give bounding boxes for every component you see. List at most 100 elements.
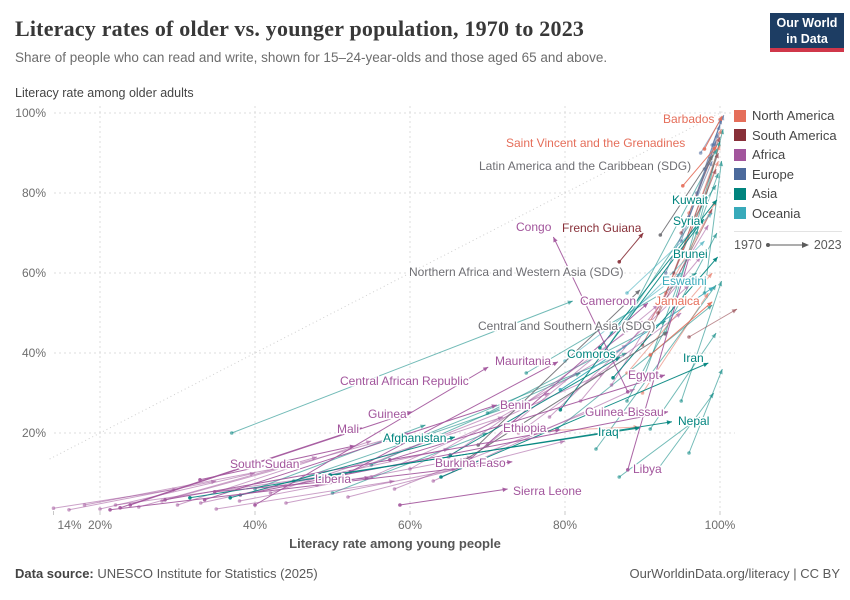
- legend-swatch-icon: [734, 129, 746, 142]
- end-arrowhead-2023: [699, 241, 705, 247]
- footer-link[interactable]: OurWorldinData.org/literacy | CC BY: [629, 566, 840, 581]
- country-label: Saint Vincent and the Grenadines: [506, 136, 685, 150]
- trajectory-line: [115, 472, 349, 506]
- start-point-1970: [188, 496, 192, 500]
- legend-item-asia[interactable]: Asia: [734, 184, 846, 204]
- owid-logo[interactable]: Our World in Data: [770, 13, 844, 52]
- legend-item-north-america[interactable]: North America: [734, 106, 846, 126]
- legend-swatch-icon: [734, 148, 746, 161]
- end-arrowhead-2023: [420, 424, 426, 429]
- y-tick-label: 60%: [22, 266, 46, 280]
- legend-item-europe[interactable]: Europe: [734, 165, 846, 185]
- trajectory-line: [461, 331, 669, 463]
- end-arrowhead-2023: [714, 153, 719, 159]
- parity-line: [49, 110, 725, 460]
- trajectory-line: [612, 256, 719, 379]
- end-arrowhead-2023: [694, 417, 700, 422]
- end-arrowhead-2023: [662, 410, 669, 416]
- trajectory-line: [704, 115, 723, 150]
- x-tick-label: 20%: [88, 518, 112, 532]
- legend-item-africa[interactable]: Africa: [734, 145, 846, 165]
- end-arrowhead-2023: [717, 281, 723, 287]
- country-label: Central and Southern Asia (SDG): [478, 319, 655, 333]
- start-point-1970: [656, 467, 660, 471]
- continent-legend: North America South America Africa Europe As…: [734, 106, 846, 252]
- end-arrowhead-2023: [711, 145, 717, 152]
- end-arrowhead-2023: [714, 161, 719, 167]
- trajectory-line: [626, 272, 713, 374]
- end-arrowhead-2023: [614, 357, 621, 362]
- legend-label: Oceania: [752, 205, 801, 221]
- trajectory-line: [704, 160, 723, 294]
- x-axis-title: Literacy rate among young people: [289, 536, 501, 551]
- trajectory-line: [130, 411, 413, 506]
- y-tick-label: 20%: [22, 426, 46, 440]
- start-point-1970: [198, 501, 203, 505]
- end-arrowhead-2023: [638, 233, 644, 239]
- start-point-1970: [547, 415, 552, 419]
- start-point-1970: [284, 501, 288, 505]
- trajectory-line: [110, 461, 513, 511]
- end-arrowhead-2023: [666, 420, 672, 425]
- end-arrowhead-2023: [712, 141, 717, 147]
- trajectory-line: [599, 199, 718, 349]
- end-arrowhead-2023: [552, 361, 559, 367]
- trajectory-line: [688, 308, 738, 338]
- end-arrowhead-2023: [365, 440, 372, 445]
- trajectory-line: [580, 256, 702, 402]
- trajectory-line: [68, 480, 217, 511]
- trajectory-line: [214, 477, 370, 493]
- end-arrowhead-2023: [716, 145, 721, 151]
- chart-subtitle: Share of people who can read and write, …: [15, 50, 608, 65]
- legend-swatch-icon: [734, 168, 746, 181]
- end-arrowhead-2023: [715, 137, 721, 143]
- arrow-direction-icon: [765, 242, 809, 248]
- trajectory-line: [350, 361, 559, 473]
- end-arrowhead-2023: [695, 257, 701, 263]
- end-arrowhead-2023: [718, 161, 724, 167]
- start-point-1970: [160, 499, 164, 503]
- trajectory-line: [688, 368, 723, 454]
- end-arrowhead-2023: [634, 426, 641, 431]
- start-point-1970: [687, 335, 691, 339]
- trajectory-line: [552, 236, 629, 393]
- start-point-1970: [268, 491, 273, 495]
- end-arrowhead-2023: [637, 321, 643, 326]
- page-title: Literacy rates of older vs. younger popu…: [15, 16, 585, 41]
- trajectory-line: [611, 224, 709, 386]
- start-point-1970: [431, 479, 436, 483]
- trajectory-line: [231, 300, 573, 434]
- country-label: Central African Republic: [340, 374, 469, 388]
- end-arrowhead-2023: [634, 289, 641, 295]
- start-point-1970: [67, 508, 71, 512]
- trajectory-line: [518, 312, 682, 434]
- trajectory-line: [389, 374, 666, 461]
- legend-item-oceania[interactable]: Oceania: [734, 204, 846, 224]
- trajectory-line: [618, 232, 644, 263]
- trajectory-line: [477, 289, 641, 446]
- start-point-1970: [214, 507, 219, 511]
- country-label: Jamaica: [655, 294, 700, 308]
- start-point-1970: [611, 376, 615, 380]
- trajectory-line: [119, 427, 363, 509]
- start-point-1970: [648, 353, 653, 357]
- country-label: Sierra Leone: [513, 484, 582, 498]
- country-label: Northern Africa and Western Asia (SDG): [409, 265, 624, 279]
- end-arrowhead-2023: [714, 173, 719, 179]
- trajectory-line: [682, 145, 718, 187]
- start-point-1970: [113, 503, 118, 507]
- start-point-1970: [681, 184, 685, 188]
- start-point-1970: [524, 371, 529, 375]
- end-arrowhead-2023: [683, 285, 689, 291]
- legend-label: South America: [752, 127, 837, 143]
- trajectory-line: [285, 468, 457, 504]
- end-arrowhead-2023: [731, 309, 738, 314]
- end-arrowhead-2023: [590, 408, 596, 413]
- country-label: Comoros: [567, 347, 616, 361]
- trajectory-line: [649, 301, 713, 356]
- legend-item-south-america[interactable]: South America: [734, 126, 846, 146]
- country-label: Guinea-Bissau: [585, 405, 664, 419]
- start-point-1970: [563, 359, 567, 363]
- gridlines: [54, 106, 735, 513]
